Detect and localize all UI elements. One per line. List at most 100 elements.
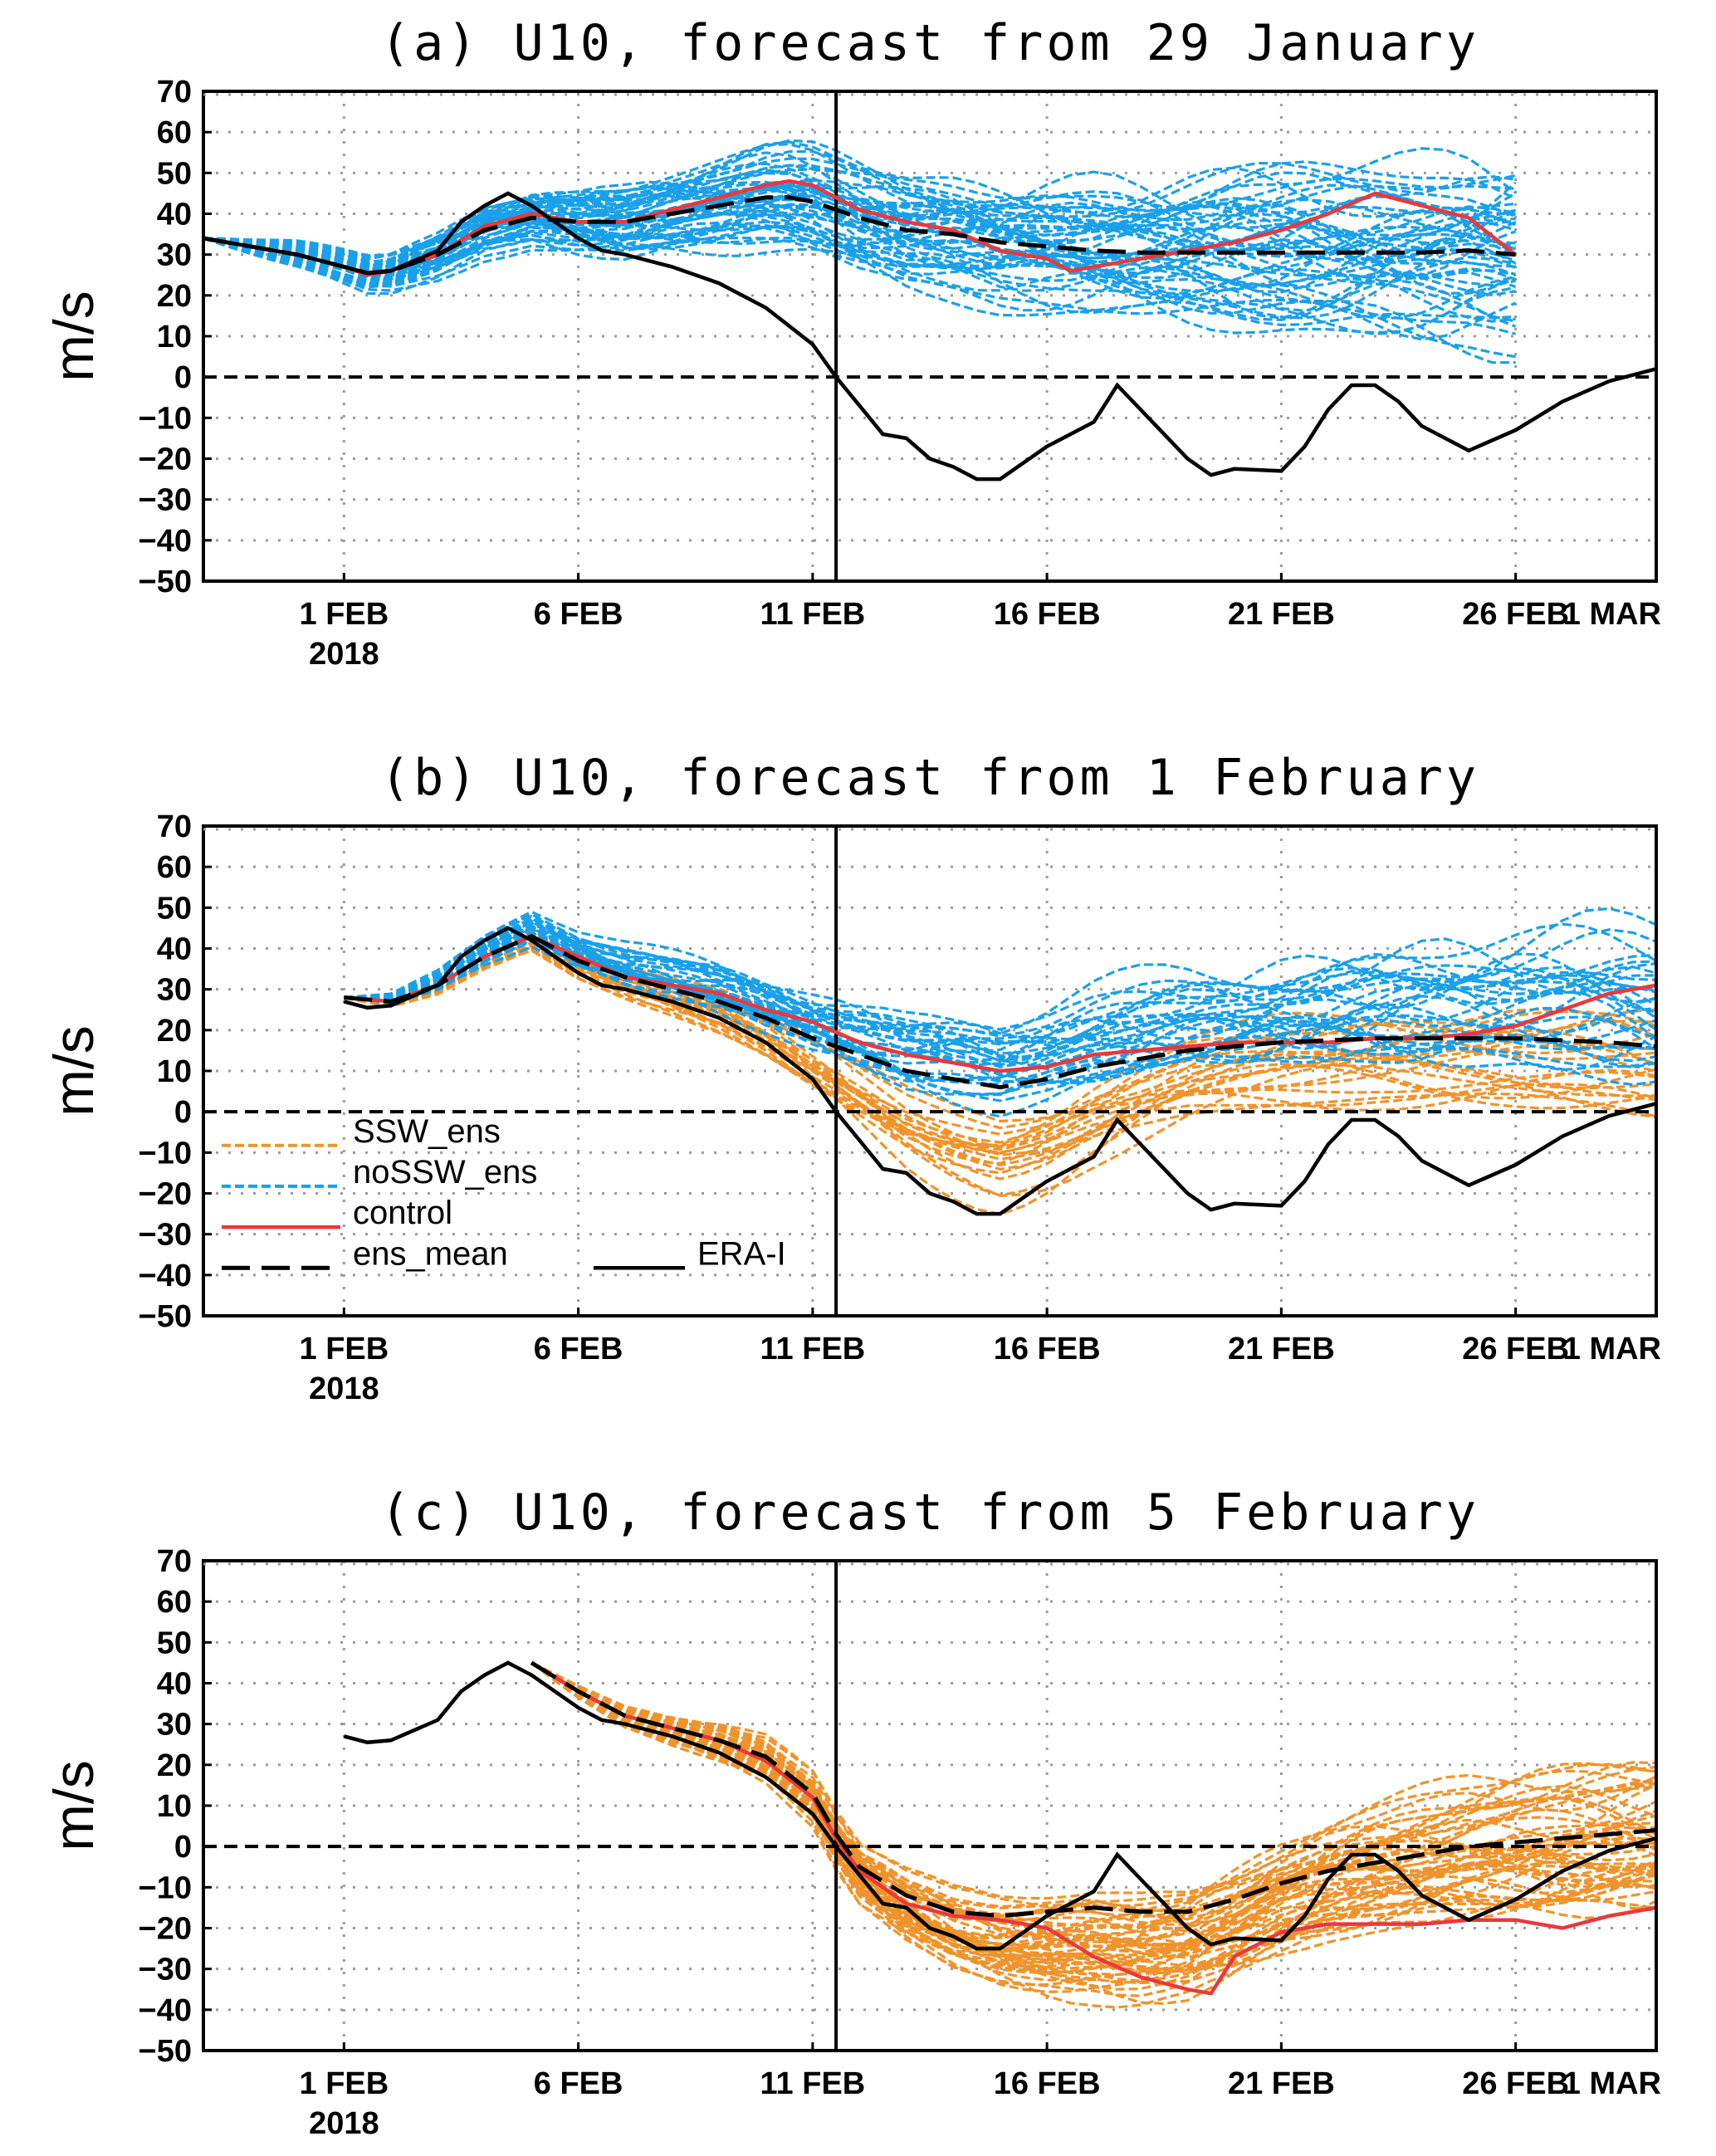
y-axis-label: m/s: [42, 291, 105, 382]
legend-label-control: control: [353, 1195, 452, 1231]
y-tick-label: 60: [157, 115, 192, 150]
main-lines: [203, 178, 1656, 482]
ssw-member-45: [530, 1661, 1656, 1959]
x-tick-label: 21 FEB: [1228, 597, 1335, 632]
ssw-member-9: [530, 1661, 1656, 1987]
y-axis-label: m/s: [42, 1760, 105, 1851]
main-lines: [343, 926, 1656, 1216]
ens-mean-line: [344, 934, 1656, 1090]
nossw-member-13: [203, 203, 1517, 287]
control-line: [530, 1660, 1656, 1996]
y-tick-label: 40: [157, 932, 192, 967]
y-tick-label: −50: [139, 565, 192, 599]
ssw-member-5: [344, 945, 1656, 1197]
nossw-member-45: [203, 178, 1516, 265]
nossw-member-25: [344, 945, 1656, 1118]
legend-label-ssw: SSW_ens: [353, 1113, 501, 1150]
x-tick-label: 1 MAR: [1563, 2066, 1661, 2101]
y-axis: 70 60 50 40 30 20 10 0 −10 −20 −30 −40 −50: [139, 75, 212, 599]
ssw-member-16: [530, 1661, 1656, 1921]
x-tick-sublabel: 2018: [309, 1371, 379, 1406]
ssw-member-46: [530, 1661, 1656, 1946]
x-tick-sublabel: 2018: [309, 2106, 379, 2141]
nossw-member-14: [203, 193, 1516, 281]
y-tick-label: 40: [157, 1667, 192, 1702]
x-tick-label: 11 FEB: [760, 1332, 866, 1366]
x-tick-label: 11 FEB: [760, 2066, 866, 2101]
ens-mean-line: [530, 1660, 1656, 1919]
nossw-member-27: [203, 202, 1516, 271]
y-tick-label: 0: [174, 360, 192, 395]
main-lines: [343, 1660, 1656, 1996]
ssw-member-49: [530, 1661, 1656, 1973]
y-tick-label: 30: [157, 238, 192, 273]
x-tick-label: 6 FEB: [534, 597, 623, 632]
x-tick-label: 1 MAR: [1563, 1332, 1661, 1366]
nossw-member-34: [203, 226, 1517, 335]
panel-a: (a) U10, forecast from 29 January 70 60 50 4…: [42, 14, 1661, 672]
nossw-member-32: [203, 199, 1516, 297]
panel-b: (b) U10, forecast from 1 February 70 60 50 4…: [42, 749, 1661, 1406]
y-tick-label: 10: [157, 320, 192, 354]
x-tick-label: 11 FEB: [760, 597, 866, 632]
ssw-member-21: [530, 1661, 1656, 1974]
y-tick-label: −30: [139, 1218, 192, 1253]
nossw-member-24: [344, 912, 1656, 1038]
ssw-member-16: [344, 944, 1656, 1155]
nossw-member-35: [203, 198, 1516, 271]
nossw-member-42: [203, 169, 1517, 275]
y-tick-label: −40: [139, 1993, 192, 2028]
y-tick-label: −10: [139, 1136, 192, 1171]
x-axis: 1 FEB 2018 6 FEB 11 FEB 16 FEB 21 FEB 26 FEB1 …: [300, 2042, 1661, 2141]
ssw-member-24: [530, 1661, 1656, 1973]
x-tick-label: 1 FEB: [300, 597, 389, 632]
chart-title: (c) U10, forecast from 5 February: [380, 1484, 1479, 1542]
nossw-member-4: [203, 213, 1517, 313]
ssw-member-35: [530, 1661, 1656, 1937]
y-tick-label: 70: [157, 1544, 192, 1579]
nossw-member-16: [344, 935, 1656, 1096]
y-tick-label: −20: [139, 442, 192, 477]
ssw-member-22: [530, 1661, 1656, 1974]
nossw-member-19: [344, 907, 1656, 1035]
nossw-member-0: [203, 184, 1516, 267]
nossw-member-25: [203, 168, 1516, 261]
y-tick-label: 40: [157, 198, 192, 232]
x-tick-label: 6 FEB: [534, 2066, 623, 2101]
y-tick-label: −50: [139, 2034, 192, 2069]
nossw-member-37: [203, 190, 1517, 270]
gridlines: [203, 1559, 1658, 2052]
ssw-member-14: [344, 936, 1656, 1130]
y-tick-label: −30: [139, 1953, 192, 1987]
nossw-member-21: [344, 925, 1656, 1068]
ensemble-members: [203, 139, 1517, 364]
y-tick-label: 20: [157, 1014, 192, 1049]
y-tick-label: 60: [157, 850, 192, 885]
y-tick-label: 50: [157, 891, 192, 926]
y-tick-label: 30: [157, 1708, 192, 1743]
y-tick-label: −40: [139, 1259, 192, 1293]
ssw-member-17: [344, 948, 1656, 1166]
era-i-line: [203, 191, 1656, 482]
nossw-member-19: [203, 220, 1516, 359]
x-tick-label: 1 FEB: [300, 2066, 389, 2101]
x-tick-label: 6 FEB: [534, 1332, 623, 1366]
y-tick-label: 0: [174, 1095, 192, 1130]
ssw-member-12: [344, 941, 1656, 1175]
ssw-member-11: [530, 1661, 1656, 1985]
x-tick-label: 26 FEB: [1462, 2066, 1569, 2101]
ens-mean-line: [203, 195, 1516, 276]
y-tick-label: 0: [174, 1830, 192, 1865]
ssw-member-6: [344, 938, 1656, 1123]
x-tick-sublabel: 2018: [309, 637, 379, 672]
nossw-member-43: [203, 233, 1516, 327]
nossw-member-15: [344, 924, 1656, 1054]
y-tick-label: 20: [157, 279, 192, 314]
nossw-member-27: [344, 917, 1656, 1058]
ssw-member-6: [530, 1661, 1656, 1921]
nossw-member-26: [203, 164, 1517, 269]
chart-title: (a) U10, forecast from 29 January: [380, 14, 1479, 72]
nossw-member-3: [344, 940, 1656, 1102]
